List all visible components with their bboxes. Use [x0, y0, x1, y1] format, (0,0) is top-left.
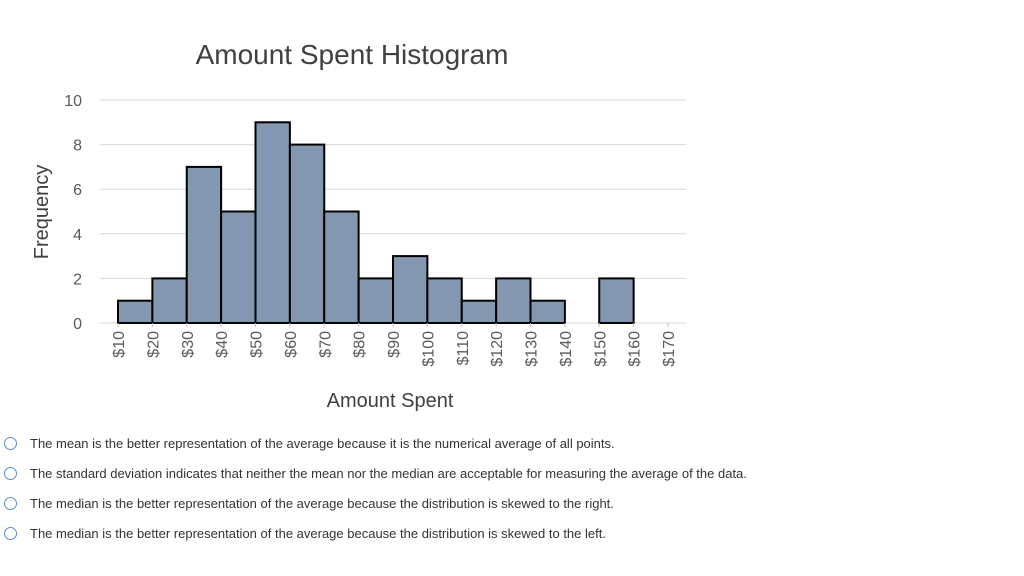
x-tick-label: $60: [283, 331, 300, 358]
y-tick-label: 6: [73, 182, 82, 199]
histogram-bar: [185, 165, 223, 324]
answer-option-3[interactable]: The median is the better representation …: [4, 488, 747, 518]
histogram-bar: [254, 121, 291, 324]
x-tick-label: $110: [455, 331, 472, 366]
x-tick-label: $150: [592, 331, 609, 367]
x-tick-label: $90: [386, 331, 403, 358]
answer-option-2[interactable]: The standard deviation indicates that ne…: [4, 458, 747, 488]
histogram-bar: [117, 299, 154, 325]
x-tick-label: $40: [214, 331, 231, 358]
x-axis-ticks: $10 $20 $30 $40 $50 $60 $70 $80 $90 $100 $110 $120 $…: [111, 323, 678, 367]
y-tick-label: 8: [73, 138, 82, 155]
chart-title: Amount Spent Histogram: [196, 39, 509, 70]
radio-button[interactable]: [4, 496, 17, 510]
y-axis-ticks: 0 2 4 6 8 10: [64, 93, 82, 333]
x-tick-label: $70: [317, 331, 334, 358]
histogram-bar: [460, 299, 498, 325]
histogram-bar: [598, 277, 635, 324]
x-axis-label: Amount Spent: [327, 390, 454, 412]
x-tick-label: $100: [420, 331, 437, 367]
y-tick-label: 10: [64, 93, 82, 110]
x-tick-label: $30: [180, 331, 197, 358]
x-tick-label: $20: [145, 331, 162, 358]
histogram-bar: [323, 210, 360, 324]
histogram-chart: Amount Spent Histogram 0 2 4 6 8 10 $10 $20 $30…: [31, 39, 686, 412]
x-tick-label: $140: [558, 331, 575, 367]
x-tick-label: $120: [489, 331, 506, 367]
histogram-bar: [357, 277, 394, 324]
y-tick-label: 2: [73, 271, 82, 288]
x-tick-label: $130: [524, 331, 541, 367]
x-tick-label: $170: [661, 331, 678, 367]
histogram-bar: [392, 255, 429, 325]
answer-option-1[interactable]: The mean is the better representation of…: [4, 428, 747, 458]
x-tick-label: $80: [352, 331, 369, 358]
histogram-bar: [288, 143, 326, 324]
histogram-bar: [529, 299, 566, 325]
radio-button[interactable]: [4, 466, 17, 480]
histogram-bar: [495, 277, 532, 324]
option-label: The standard deviation indicates that ne…: [30, 465, 747, 481]
y-tick-label: 4: [73, 227, 82, 244]
option-label: The mean is the better representation of…: [30, 435, 615, 451]
histogram-bar: [220, 210, 257, 324]
option-label: The median is the better representation …: [30, 525, 606, 541]
y-axis-label: Frequency: [31, 165, 53, 260]
histogram-bar: [151, 277, 188, 324]
x-tick-label: $160: [627, 331, 644, 367]
bars: [117, 121, 635, 325]
radio-button[interactable]: [4, 436, 17, 450]
radio-button[interactable]: [4, 526, 17, 540]
answer-option-4[interactable]: The median is the better representation …: [4, 518, 747, 548]
x-tick-label: $10: [111, 331, 128, 358]
y-tick-label: 0: [73, 316, 82, 333]
histogram-bar: [426, 277, 463, 324]
option-label: The median is the better representation …: [30, 495, 614, 511]
x-tick-label: $50: [249, 331, 266, 358]
answer-options: The mean is the better representation of…: [4, 428, 747, 548]
